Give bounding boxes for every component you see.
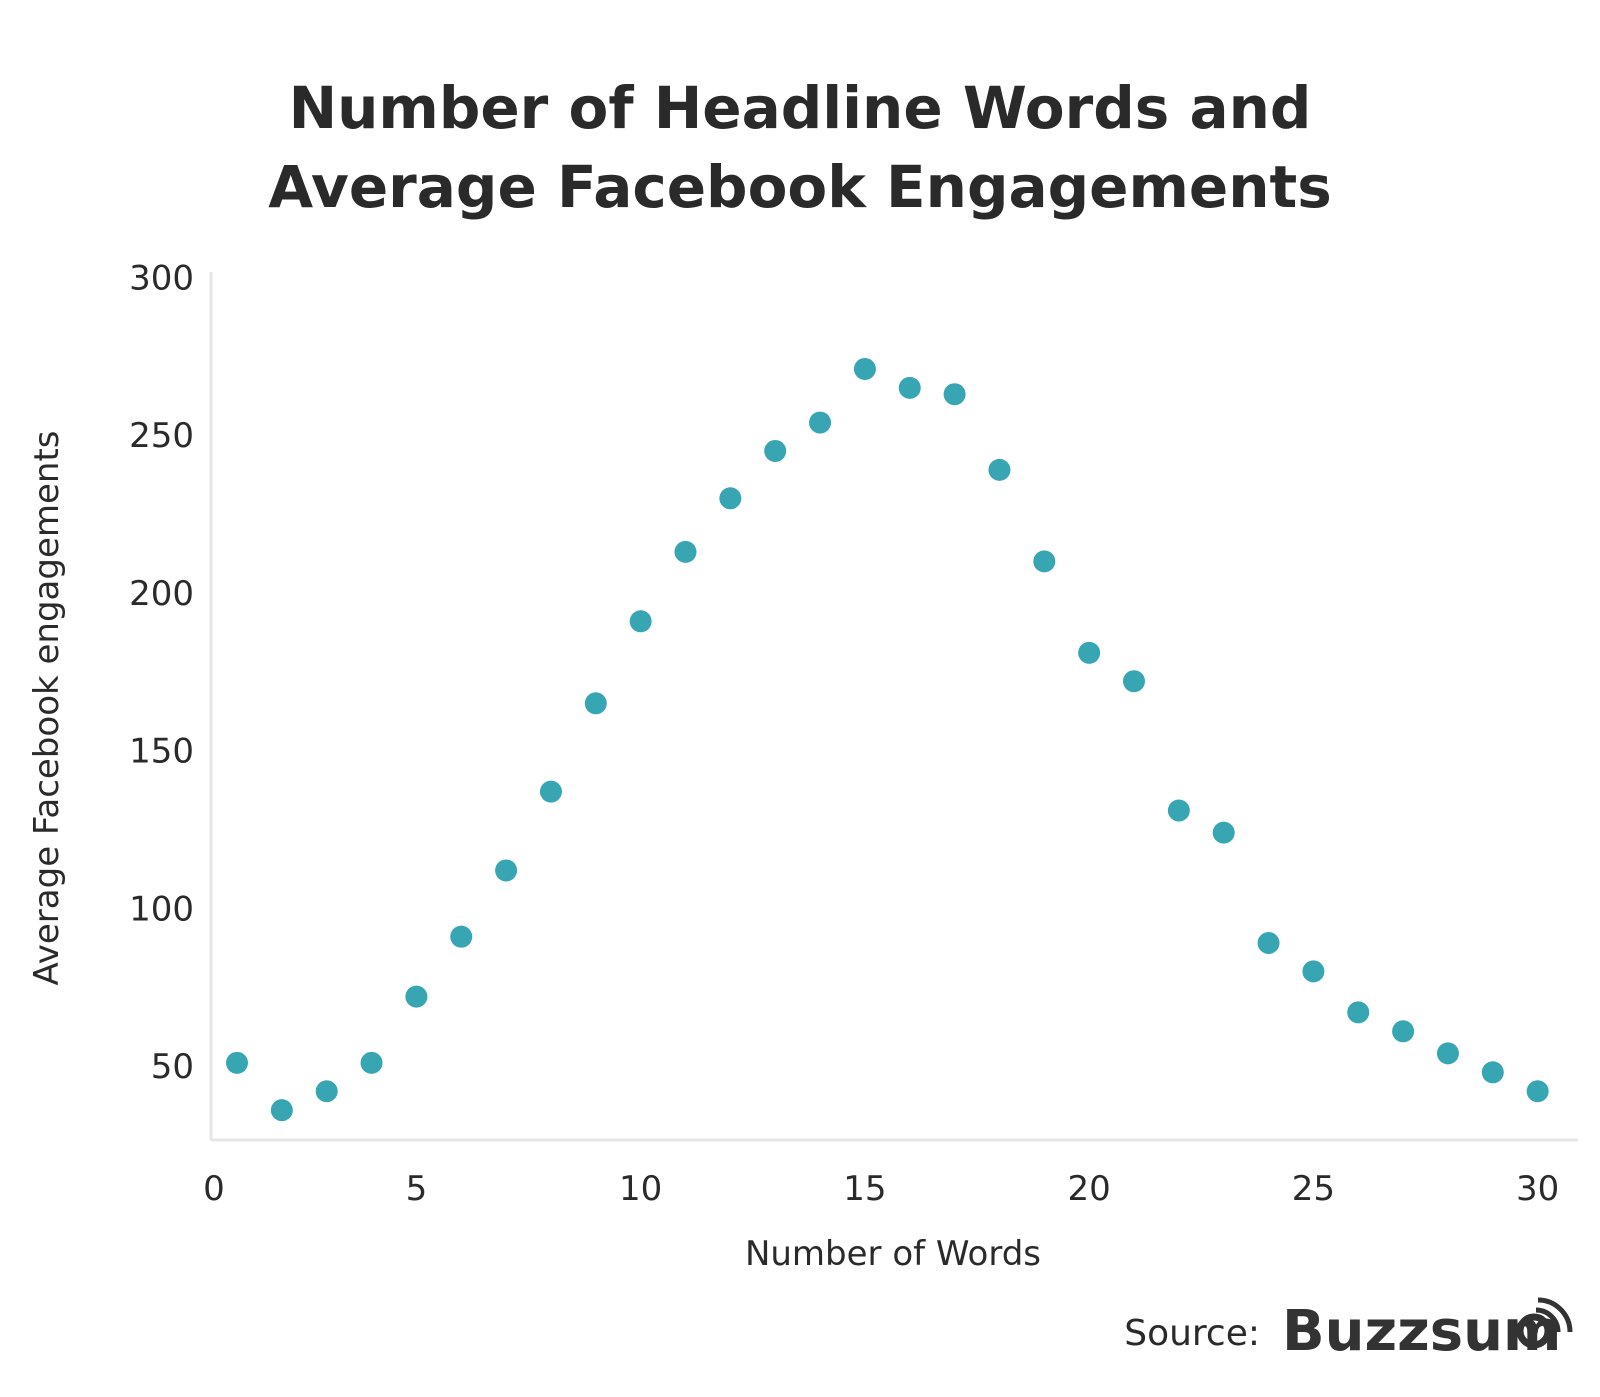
data-point	[764, 439, 787, 462]
y-tick-label: 200	[129, 574, 194, 614]
svg-text:Buzzsum: Buzzsum	[1282, 1299, 1561, 1364]
data-point	[539, 780, 562, 803]
data-point	[450, 925, 473, 948]
x-tick-label: 5	[406, 1169, 428, 1209]
data-point	[1347, 1001, 1370, 1024]
y-tick-label: 250	[129, 416, 194, 456]
y-tick-label: 150	[129, 732, 194, 772]
data-point	[1302, 960, 1325, 983]
data-point	[1481, 1061, 1504, 1084]
x-tick-label: 10	[619, 1169, 662, 1209]
data-point	[1033, 550, 1056, 573]
data-point	[809, 411, 832, 434]
data-point	[1392, 1020, 1415, 1043]
data-point	[1526, 1080, 1549, 1103]
data-point	[853, 357, 876, 380]
x-tick-label: 20	[1068, 1169, 1111, 1209]
data-point	[405, 985, 428, 1008]
data-point	[898, 376, 921, 399]
data-point	[674, 540, 697, 563]
data-point	[719, 487, 742, 510]
data-point	[270, 1099, 293, 1122]
data-point	[629, 610, 652, 633]
data-point	[360, 1051, 383, 1074]
data-point	[1257, 931, 1280, 954]
data-point	[1212, 821, 1235, 844]
data-point	[584, 692, 607, 715]
data-point	[943, 383, 966, 406]
x-axis-label: Number of Words	[745, 1234, 1041, 1274]
chart-title-line-2: Average Facebook Engagements	[268, 153, 1332, 221]
data-point	[315, 1080, 338, 1103]
data-point	[1123, 670, 1145, 693]
buzzsumo-logo: Buzzsum	[1282, 1297, 1573, 1364]
x-tick-label: 25	[1292, 1169, 1335, 1209]
x-tick-label: 15	[843, 1169, 886, 1209]
y-axis-label: Average Facebook engagements	[27, 430, 67, 985]
y-tick-label: 100	[129, 889, 194, 929]
data-point	[1167, 799, 1190, 822]
source-label: Source:	[1124, 1313, 1260, 1354]
y-tick-label: 300	[129, 259, 194, 299]
chart-title-line-1: Number of Headline Words and	[289, 74, 1312, 142]
x-tick-label: 30	[1516, 1169, 1559, 1209]
data-point	[495, 859, 518, 882]
data-point	[1078, 641, 1101, 664]
data-point	[988, 458, 1011, 481]
x-tick-label: 0	[203, 1169, 225, 1209]
data-point	[226, 1051, 248, 1074]
data-point	[1436, 1042, 1459, 1065]
y-tick-label: 50	[151, 1047, 194, 1087]
